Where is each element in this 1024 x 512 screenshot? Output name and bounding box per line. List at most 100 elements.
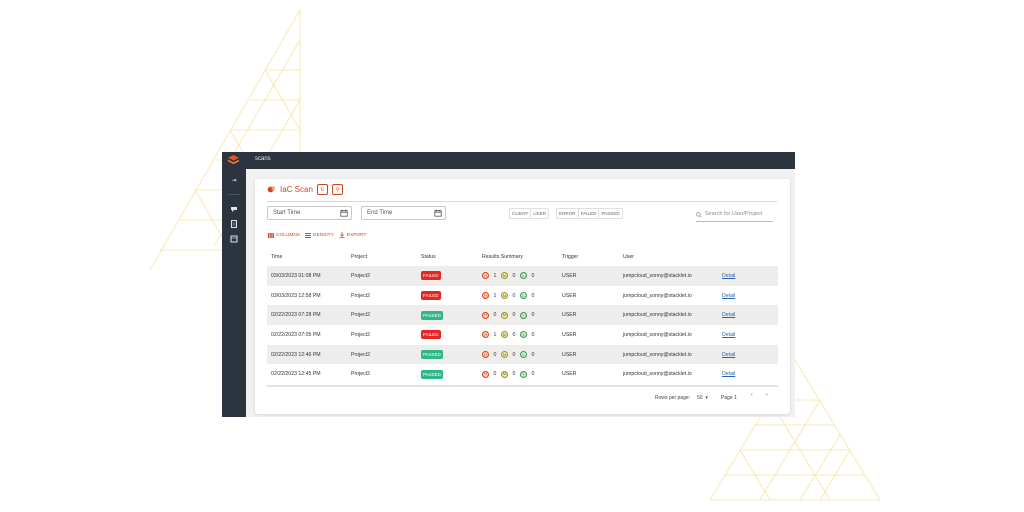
top-bar: scans (222, 152, 795, 169)
column-header-user[interactable]: User (623, 254, 634, 260)
end-time-placeholder: End Time (367, 210, 393, 216)
low-severity-icon: L (520, 311, 527, 319)
density-icon (305, 232, 311, 238)
column-header-trigger[interactable]: Trigger (562, 254, 579, 260)
column-header-status[interactable]: Status (421, 254, 436, 260)
cell-status: PASSED (417, 364, 478, 384)
status-passed-button[interactable]: PASSED (601, 211, 620, 216)
table-row[interactable]: 03/03/2023 12:58 PM Project2 FAILED H 1 M 0 L 0 U… (267, 286, 778, 306)
cell-project: Project2 (351, 351, 371, 358)
calendar-icon[interactable] (434, 209, 442, 217)
cell-time: 03/03/2023 12:58 PM (271, 292, 321, 299)
high-count: 0 (493, 371, 497, 378)
detail-link[interactable]: Detail (722, 331, 736, 338)
calendar-icon[interactable] (340, 209, 348, 217)
table-row[interactable]: 02/22/2023 12:46 PM Project2 PASSED H 0 M 0 L 0 U… (267, 344, 778, 365)
density-button[interactable]: DENSITY (305, 232, 334, 238)
collapse-sidebar-icon[interactable]: ⇥ (231, 177, 237, 184)
trigger-client-button[interactable]: CLIENT (510, 209, 532, 218)
cell-user: jumpcloud_sonny@stacklet.io (623, 371, 692, 378)
table-row[interactable]: 03/03/2023 01:08 PM Project2 FAILED H 1 M 0 L 0 U… (267, 266, 778, 286)
page-title: IaC Scan (280, 185, 313, 194)
cell-time: 02/22/2023 12:45 PM (271, 371, 321, 378)
chat-icon[interactable] (229, 204, 239, 214)
rows-per-page-value: 50 (697, 395, 703, 401)
cell-project: Project2 (351, 292, 371, 299)
table-row[interactable]: 02/22/2023 12:45 PM Project2 PASSED H 0 M 0 L 0 U… (267, 364, 778, 384)
column-header-results[interactable]: Results Summary (482, 254, 523, 260)
sidebar-divider (228, 194, 240, 195)
high-severity-icon: H (482, 351, 489, 359)
trigger-user-button[interactable]: USER (533, 211, 547, 216)
refresh-icon[interactable]: ↻ (316, 184, 328, 195)
next-page-icon[interactable]: › (766, 392, 768, 398)
cell-user: jumpcloud_sonny@stacklet.io (623, 331, 692, 338)
app-window: scans ⇥ IaC Scan ↻ ⚲ Start Time End Time… (222, 152, 795, 417)
search-input[interactable]: Search for User/Project (696, 210, 773, 222)
cell-user: jumpcloud_sonny@stacklet.io (623, 351, 692, 358)
status-badge: PASSED (421, 350, 443, 360)
low-severity-icon: L (520, 292, 527, 300)
medium-count: 0 (512, 331, 516, 338)
low-count: 0 (531, 292, 535, 299)
scan-card: IaC Scan ↻ ⚲ Start Time End Time CLIENT … (255, 179, 790, 414)
table-header-row: Time Project Status Results Summary Trig… (267, 248, 778, 266)
medium-severity-icon: M (501, 311, 508, 319)
rows-per-page-label: Rows per page: (655, 395, 691, 401)
page-header: IaC Scan ↻ ⚲ (267, 184, 343, 195)
low-count: 0 (531, 272, 535, 279)
low-count: 0 (531, 351, 535, 358)
column-header-time[interactable]: Time (271, 254, 283, 260)
detail-link[interactable]: Detail (722, 292, 736, 299)
status-filter-toggle: ERROR FAILED PASSED (556, 208, 623, 219)
horizontal-scrollbar[interactable] (267, 385, 778, 387)
cell-status: PASSED (417, 345, 478, 365)
high-severity-icon: H (482, 331, 489, 339)
cell-time: 02/22/2023 07:28 PM (271, 312, 321, 319)
cell-trigger: USER (562, 292, 577, 299)
start-time-field[interactable]: Start Time (267, 206, 352, 220)
high-count: 0 (493, 312, 497, 319)
column-header-project[interactable]: Project (351, 254, 368, 260)
table-row[interactable]: 02/22/2023 07:28 PM Project2 PASSED H 0 M 0 L 0 U… (267, 305, 778, 326)
filter-icon[interactable]: ⚲ (331, 184, 343, 195)
cell-project: Project2 (351, 331, 371, 338)
low-count: 0 (531, 371, 535, 378)
columns-label: COLUMNS (276, 232, 300, 238)
medium-count: 0 (512, 312, 516, 319)
previous-page-icon[interactable]: ‹ (751, 392, 753, 398)
medium-severity-icon: M (501, 370, 508, 378)
medium-severity-icon: M (501, 292, 508, 300)
cell-action: Detail (718, 266, 778, 286)
detail-link[interactable]: Detail (722, 371, 736, 378)
cell-time: 02/22/2023 07:05 PM (271, 331, 321, 338)
high-severity-icon: H (482, 311, 489, 319)
status-error-button[interactable]: ERROR (557, 209, 579, 218)
detail-link[interactable]: Detail (722, 272, 736, 279)
export-label: EXPORT (346, 232, 367, 238)
detail-link[interactable]: Detail (722, 351, 736, 358)
export-button[interactable]: EXPORT (339, 232, 367, 238)
scans-table: Time Project Status Results Summary Trig… (267, 248, 778, 384)
cell-action: Detail (718, 286, 778, 306)
export-icon (339, 232, 345, 238)
header-divider (267, 201, 777, 202)
cell-trigger: USER (562, 272, 577, 279)
status-failed-button[interactable]: FAILED (579, 209, 600, 218)
high-count: 1 (493, 331, 497, 338)
high-severity-icon: H (482, 272, 489, 280)
search-icon (696, 212, 702, 218)
table-row[interactable]: 02/22/2023 07:05 PM Project2 FAILED H 1 M 0 L 0 U… (267, 325, 778, 345)
calendar-icon[interactable] (229, 234, 239, 244)
high-count: 1 (493, 292, 497, 299)
end-time-field[interactable]: End Time (361, 206, 446, 220)
rows-per-page-select[interactable]: 50 ▾ (697, 395, 708, 401)
medium-count: 0 (512, 371, 516, 378)
trigger-filter-toggle: CLIENT USER (509, 208, 550, 219)
document-icon[interactable] (229, 219, 239, 229)
detail-link[interactable]: Detail (722, 312, 736, 319)
columns-button[interactable]: COLUMNS (268, 232, 300, 238)
